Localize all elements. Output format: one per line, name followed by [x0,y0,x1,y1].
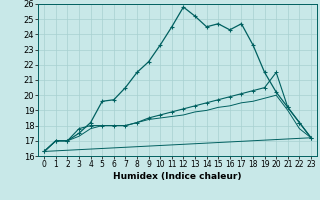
X-axis label: Humidex (Indice chaleur): Humidex (Indice chaleur) [113,172,242,181]
